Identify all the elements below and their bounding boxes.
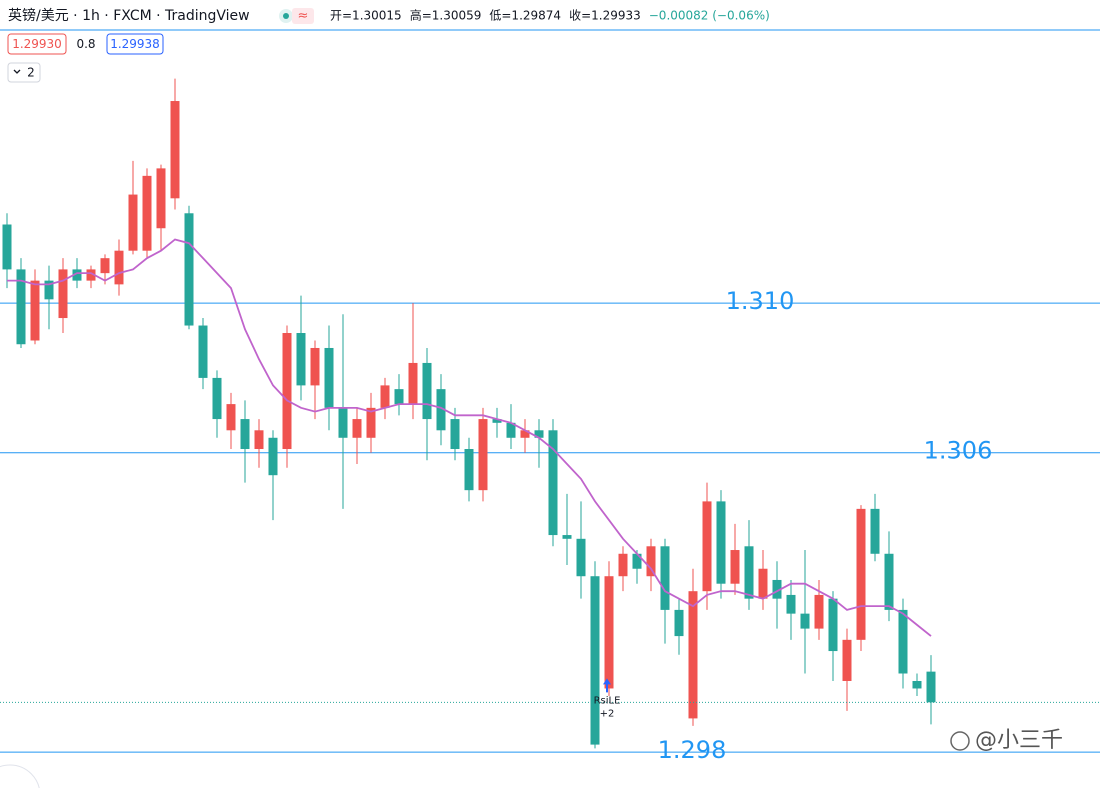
candle-body (324, 347, 334, 408)
candle-body (842, 639, 852, 681)
candle-body (660, 546, 670, 610)
candle-body (562, 535, 572, 539)
candle-body (464, 449, 474, 491)
candle-body (492, 419, 502, 423)
candle-body (730, 550, 740, 584)
candle-body (912, 680, 922, 689)
candle-body (450, 419, 460, 450)
candle-body (58, 269, 68, 319)
candle-body (254, 430, 264, 450)
status-dot (283, 13, 289, 19)
candle-body (226, 404, 236, 431)
candle-body (240, 419, 250, 450)
candle-body (30, 280, 40, 341)
header-bg (0, 0, 1100, 29)
ask-label: 1.29938 (110, 37, 160, 51)
candle-body (646, 546, 656, 577)
spread-label: 0.8 (76, 37, 95, 51)
candle-body (142, 175, 152, 251)
candle-body (604, 576, 614, 689)
watermark-logo (950, 731, 970, 751)
candle-body (422, 362, 432, 420)
candle-body (212, 377, 222, 420)
ohlc-legend: 开=1.30015 高=1.30059 低=1.29874 收=1.29933 −0.0… (330, 8, 770, 23)
candle-body (170, 101, 180, 199)
candle-body (100, 258, 110, 274)
candle-body (548, 430, 558, 536)
candle-body (674, 609, 684, 637)
level-label: 1.310 (726, 287, 795, 315)
corner-button[interactable] (0, 764, 40, 788)
candle-body (786, 594, 796, 614)
signal-label: RsiLE (594, 695, 621, 706)
candle-body (590, 576, 600, 745)
candle-body (128, 194, 138, 251)
candle-body (380, 385, 390, 408)
candle-body (478, 419, 488, 491)
candle-body (72, 269, 82, 281)
candle-body (366, 407, 376, 438)
candle-body (352, 419, 362, 438)
candle-body (688, 591, 698, 719)
candle-body (702, 501, 712, 592)
candle-body (618, 553, 628, 577)
candle-body (184, 213, 194, 326)
replay-glyph: ≈ (298, 9, 309, 24)
candle-body (394, 389, 404, 405)
bid-label: 1.29930 (12, 37, 62, 51)
candle-body (156, 168, 166, 229)
replay-icon[interactable] (292, 8, 314, 24)
candle-body (534, 430, 544, 438)
candle-body (758, 568, 768, 599)
signal-arrow (603, 678, 611, 693)
candle-body (744, 546, 754, 599)
candle-body (86, 269, 96, 281)
candle-body (632, 553, 642, 569)
ohlc-item: 低=1.29874 (489, 9, 561, 23)
candle-body (520, 430, 530, 438)
buy-box[interactable] (106, 33, 164, 55)
watermark: @小三千 (975, 728, 1063, 753)
ohlc-item: 开=1.30015 (330, 9, 402, 23)
candle-body (16, 269, 26, 345)
chevron (13, 69, 21, 74)
candle-body (772, 579, 782, 599)
candle-body (198, 325, 208, 378)
sell-box[interactable] (7, 33, 67, 55)
signal-sub: +2 (600, 708, 615, 719)
candle-body (828, 598, 838, 652)
candle-body (2, 224, 12, 270)
candle-body (856, 508, 866, 640)
candle-body (282, 333, 292, 450)
ohlc-item: 收=1.29933 (569, 9, 641, 23)
ohlc-item: −0.00082 (−0.06%) (649, 9, 770, 23)
moving-average (7, 238, 932, 637)
candle-body (926, 671, 936, 703)
candle-body (870, 508, 880, 554)
candle-body (716, 501, 726, 584)
candle-body (338, 407, 348, 438)
candle-body (898, 609, 908, 674)
candle-body (576, 538, 586, 577)
candle-body (506, 422, 516, 438)
level-label: 1.298 (658, 736, 727, 764)
indicator-toggle[interactable] (7, 62, 41, 83)
candle-body (114, 250, 124, 285)
candle-body (44, 280, 54, 300)
level-label: 1.306 (924, 437, 993, 465)
candle-body (436, 389, 446, 431)
chart-title: 英镑/美元 · 1h · FXCM · TradingView (8, 7, 250, 24)
candle-body (408, 362, 418, 405)
candle-body (800, 613, 810, 629)
candle-body (310, 347, 320, 386)
candle-body (268, 437, 278, 476)
ohlc-item: 高=1.30059 (410, 8, 482, 23)
candle-body (884, 553, 894, 610)
candle-body (296, 333, 306, 386)
indicator-count: 2 (27, 66, 35, 80)
candle-body (814, 594, 824, 629)
plot: 1.310 1.306 1.298 RsiLE +2 (0, 78, 1100, 764)
